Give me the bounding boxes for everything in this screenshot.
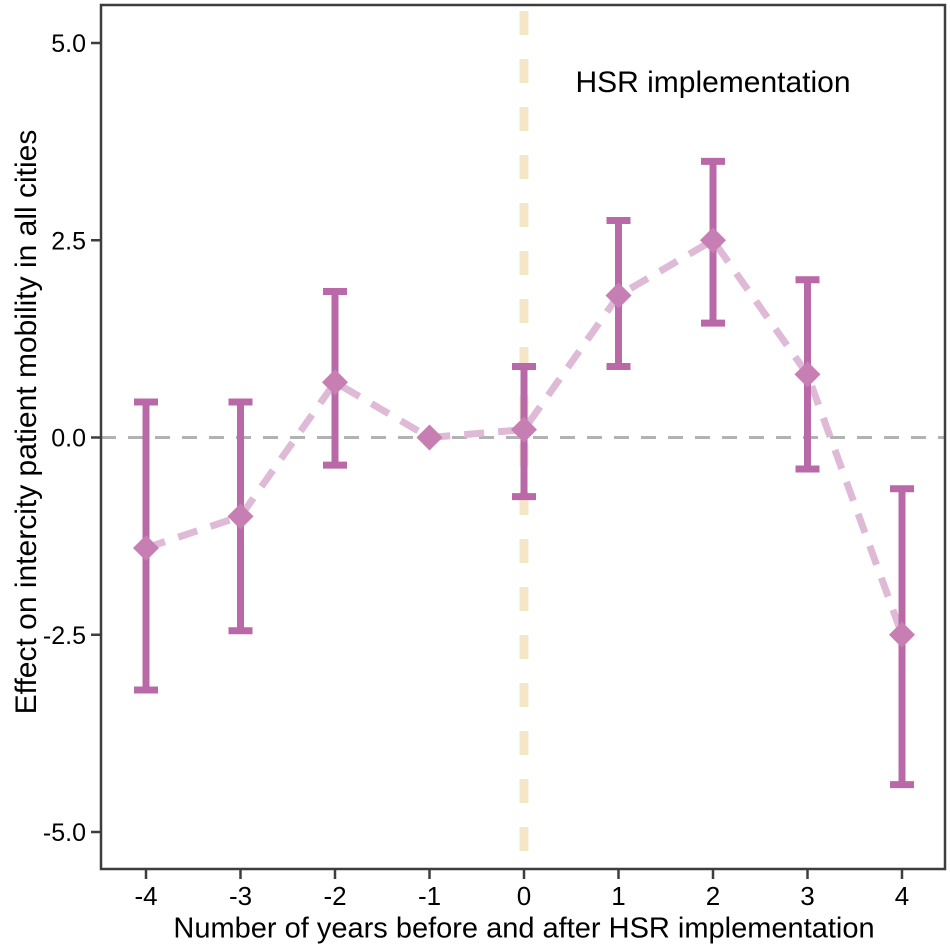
data-point-diamond [889, 621, 915, 648]
y-tick-label: 0.0 [51, 425, 86, 453]
x-tick-label: 3 [800, 881, 814, 911]
x-tick-label: -3 [229, 881, 252, 911]
y-tick-label: 5.0 [51, 30, 86, 58]
data-point-diamond [133, 534, 159, 561]
data-point-diamond [700, 227, 726, 254]
y-axis-title: Effect on intercity patient mobility in … [10, 129, 43, 715]
plot-border [99, 3, 947, 871]
data-point-diamond [511, 416, 537, 443]
data-point-diamond [605, 282, 632, 309]
x-tick-label: -4 [134, 881, 157, 911]
data-point-diamond [322, 369, 348, 396]
x-tick-label: 0 [517, 881, 531, 911]
y-tick-label: -2.5 [43, 622, 86, 650]
x-axis-title: Number of years before and after HSR imp… [173, 912, 875, 945]
series-line [144, 235, 906, 636]
data-point-diamond [227, 503, 254, 530]
x-tick-label: 4 [895, 881, 909, 911]
x-tick-label: -1 [418, 881, 441, 911]
y-tick-label: -5.0 [43, 819, 86, 847]
x-tick-label: -2 [323, 881, 346, 911]
data-point-diamond [794, 361, 821, 388]
data-point-diamond [416, 424, 443, 451]
y-tick-label: 2.5 [51, 227, 86, 255]
hsr-implementation-annotation: HSR implementation [575, 66, 851, 99]
x-tick-label: 1 [611, 881, 625, 911]
x-tick-label: 2 [706, 881, 720, 911]
